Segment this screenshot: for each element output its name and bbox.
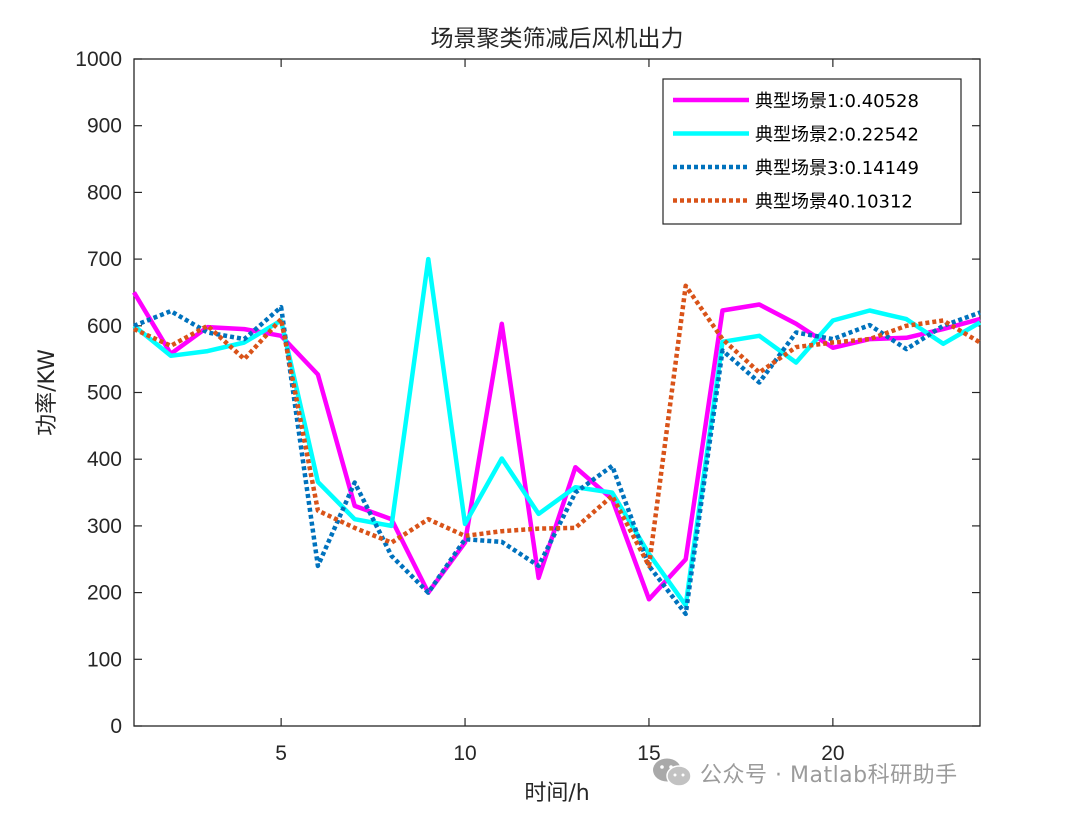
x-tick-label: 5 [275,742,287,765]
series-lines [132,256,982,617]
y-tick-label: 900 [87,115,122,138]
series-line-1 [132,291,981,602]
legend-box [662,78,962,225]
y-axis-title: 功率/KW [35,349,60,436]
y-tick-label: 800 [87,181,122,204]
x-tick-label: 10 [453,742,476,765]
y-tick-label: 300 [87,515,122,538]
y-tick-label: 600 [87,315,122,338]
series-line-2 [132,256,982,608]
y-axis: 0 100 200 300 400 500 600 700 800 900 1000 [75,48,980,738]
x-axis-title: 时间/h [524,781,589,806]
series-line-3 [133,304,981,617]
x-tick-label: 20 [821,742,844,765]
legend: 典型场景1:0.40528 典型场景2:0.22542 典型场景3:0.14149 典… [662,78,962,225]
y-tick-label: 400 [87,448,122,471]
x-axis: 5 10 15 20 [275,59,845,765]
y-tick-label: 700 [87,248,122,271]
legend-label-4: 典型场景40.10312 [755,192,913,213]
y-tick-label: 1000 [75,48,122,71]
series-line-4 [133,283,982,569]
chart-title: 场景聚类筛减后风机出力 [431,26,684,52]
y-tick-label: 200 [87,582,122,605]
legend-label-3: 典型场景3:0.14149 [755,158,919,179]
watermark-text: 公众号 · Matlab科研助手 [700,763,958,788]
legend-label-1: 典型场景1:0.40528 [755,91,919,112]
legend-label-2: 典型场景2:0.22542 [755,125,919,146]
x-tick-label: 15 [637,742,660,765]
watermark: 公众号 · Matlab科研助手 [652,753,958,793]
y-tick-label: 500 [87,382,122,405]
wechat-icon [653,758,692,787]
y-tick-label: 0 [110,715,122,738]
y-tick-label: 100 [87,648,122,671]
